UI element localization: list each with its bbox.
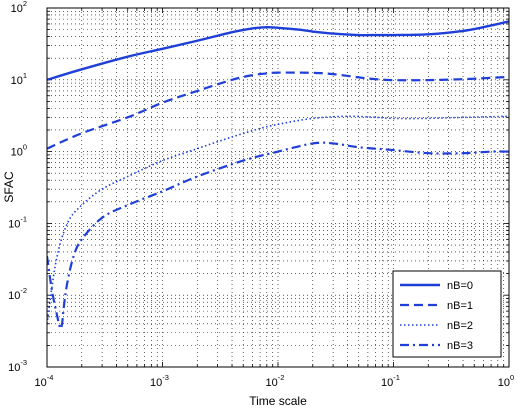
x-tick-label: 10-1 [381,373,400,389]
series-lines [47,20,509,330]
series-line-nb1 [47,71,509,150]
y-tick-label: 10-3 [8,358,27,374]
tick-labels: 10-4 10-3 10-2 10-1 100 10-3 10-2 10-1 100 101 102 [8,0,514,389]
y-tick-label: 101 [11,71,27,87]
x-tick-label: 10-4 [35,373,54,389]
y-tick-label: 100 [11,143,27,159]
legend-label-nb3: nB=3 [447,340,473,352]
y-tick-label: 102 [11,0,27,15]
axes-box [46,7,510,368]
series-line-nb3 [47,141,509,330]
legend: nB=0 nB=1 nB=2 nB=3 [392,270,502,358]
series-line-nb2 [47,115,509,324]
x-tick-label: 10-3 [150,373,169,389]
legend-items: nB=0 nB=1 nB=2 nB=3 [400,280,473,352]
x-tick-label: 10-2 [266,373,285,389]
y-tick-label: 10-2 [8,286,27,302]
legend-label-nb1: nB=1 [447,300,473,312]
x-axis-label: Time scale [249,394,307,408]
legend-label-nb2: nB=2 [447,320,473,332]
legend-label-nb0: nB=0 [447,280,473,292]
y-axis-label: SFAC [2,171,16,203]
x-tick-label: 100 [498,373,514,389]
series-line-nb0 [47,20,509,81]
y-tick-label: 10-1 [8,214,27,230]
